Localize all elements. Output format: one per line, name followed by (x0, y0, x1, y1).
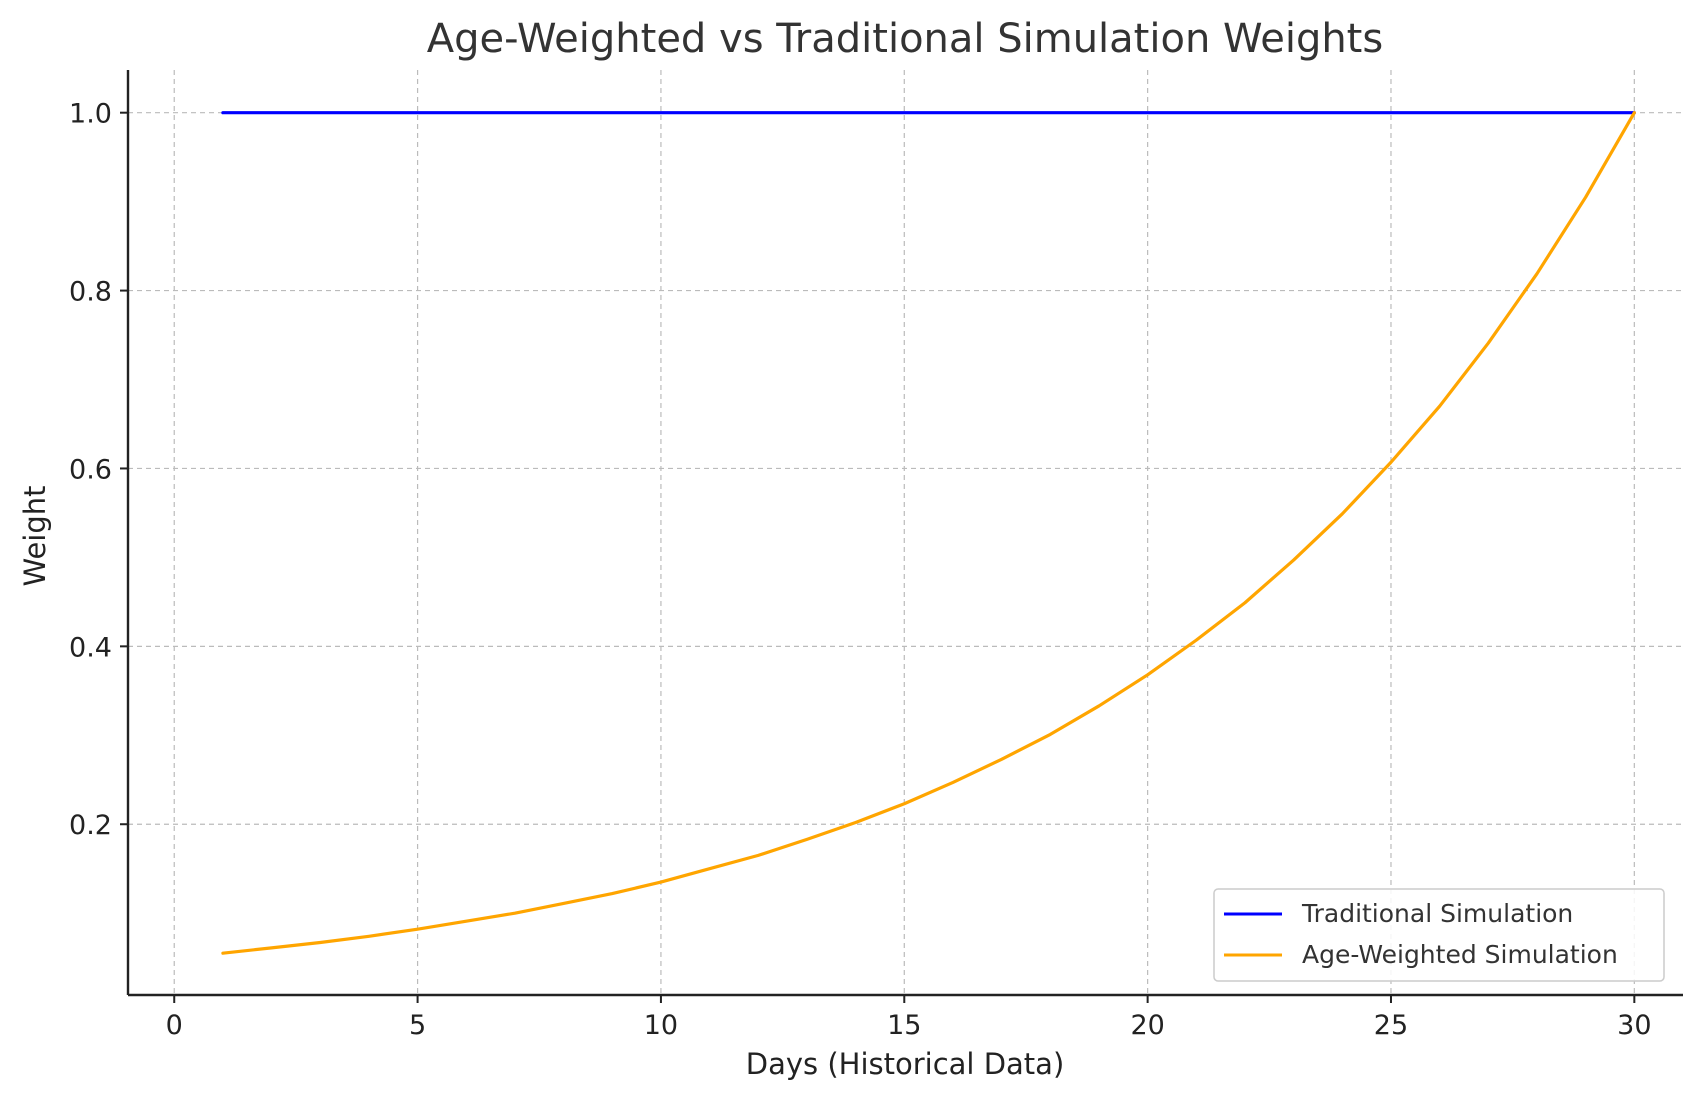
series-line-age-weighted (221, 111, 1636, 955)
chart-title: Age-Weighted vs Traditional Simulation W… (427, 16, 1383, 62)
x-tick-label: 0 (166, 1010, 183, 1041)
legend-label-traditional: Traditional Simulation (1301, 899, 1573, 928)
y-tick-label: 1.0 (69, 99, 112, 130)
x-tick-label: 5 (409, 1010, 426, 1041)
x-tick-label: 20 (1130, 1010, 1164, 1041)
y-tick-label: 0.8 (69, 277, 112, 308)
x-ticks: 0 5 10 15 20 25 30 (166, 995, 1652, 1041)
legend-label-age-weighted: Age-Weighted Simulation (1302, 940, 1618, 969)
x-tick-label: 30 (1617, 1010, 1651, 1041)
legend-box (1213, 888, 1665, 982)
y-tick-label: 0.2 (69, 810, 112, 841)
y-tick-label: 0.6 (69, 454, 112, 485)
x-tick-label: 10 (644, 1010, 678, 1041)
axes (126, 70, 1683, 997)
y-tick-label: 0.4 (69, 632, 112, 663)
x-axis-label: Days (Historical Data) (746, 1047, 1065, 1081)
y-axis-label: Weight (18, 485, 52, 586)
y-ticks: 0.2 0.4 0.6 0.8 1.0 (69, 99, 128, 841)
x-tick-label: 15 (887, 1010, 921, 1041)
series-group (221, 111, 1636, 955)
x-tick-label: 25 (1374, 1010, 1408, 1041)
legend: Traditional Simulation Age-Weighted Simu… (1213, 888, 1665, 982)
